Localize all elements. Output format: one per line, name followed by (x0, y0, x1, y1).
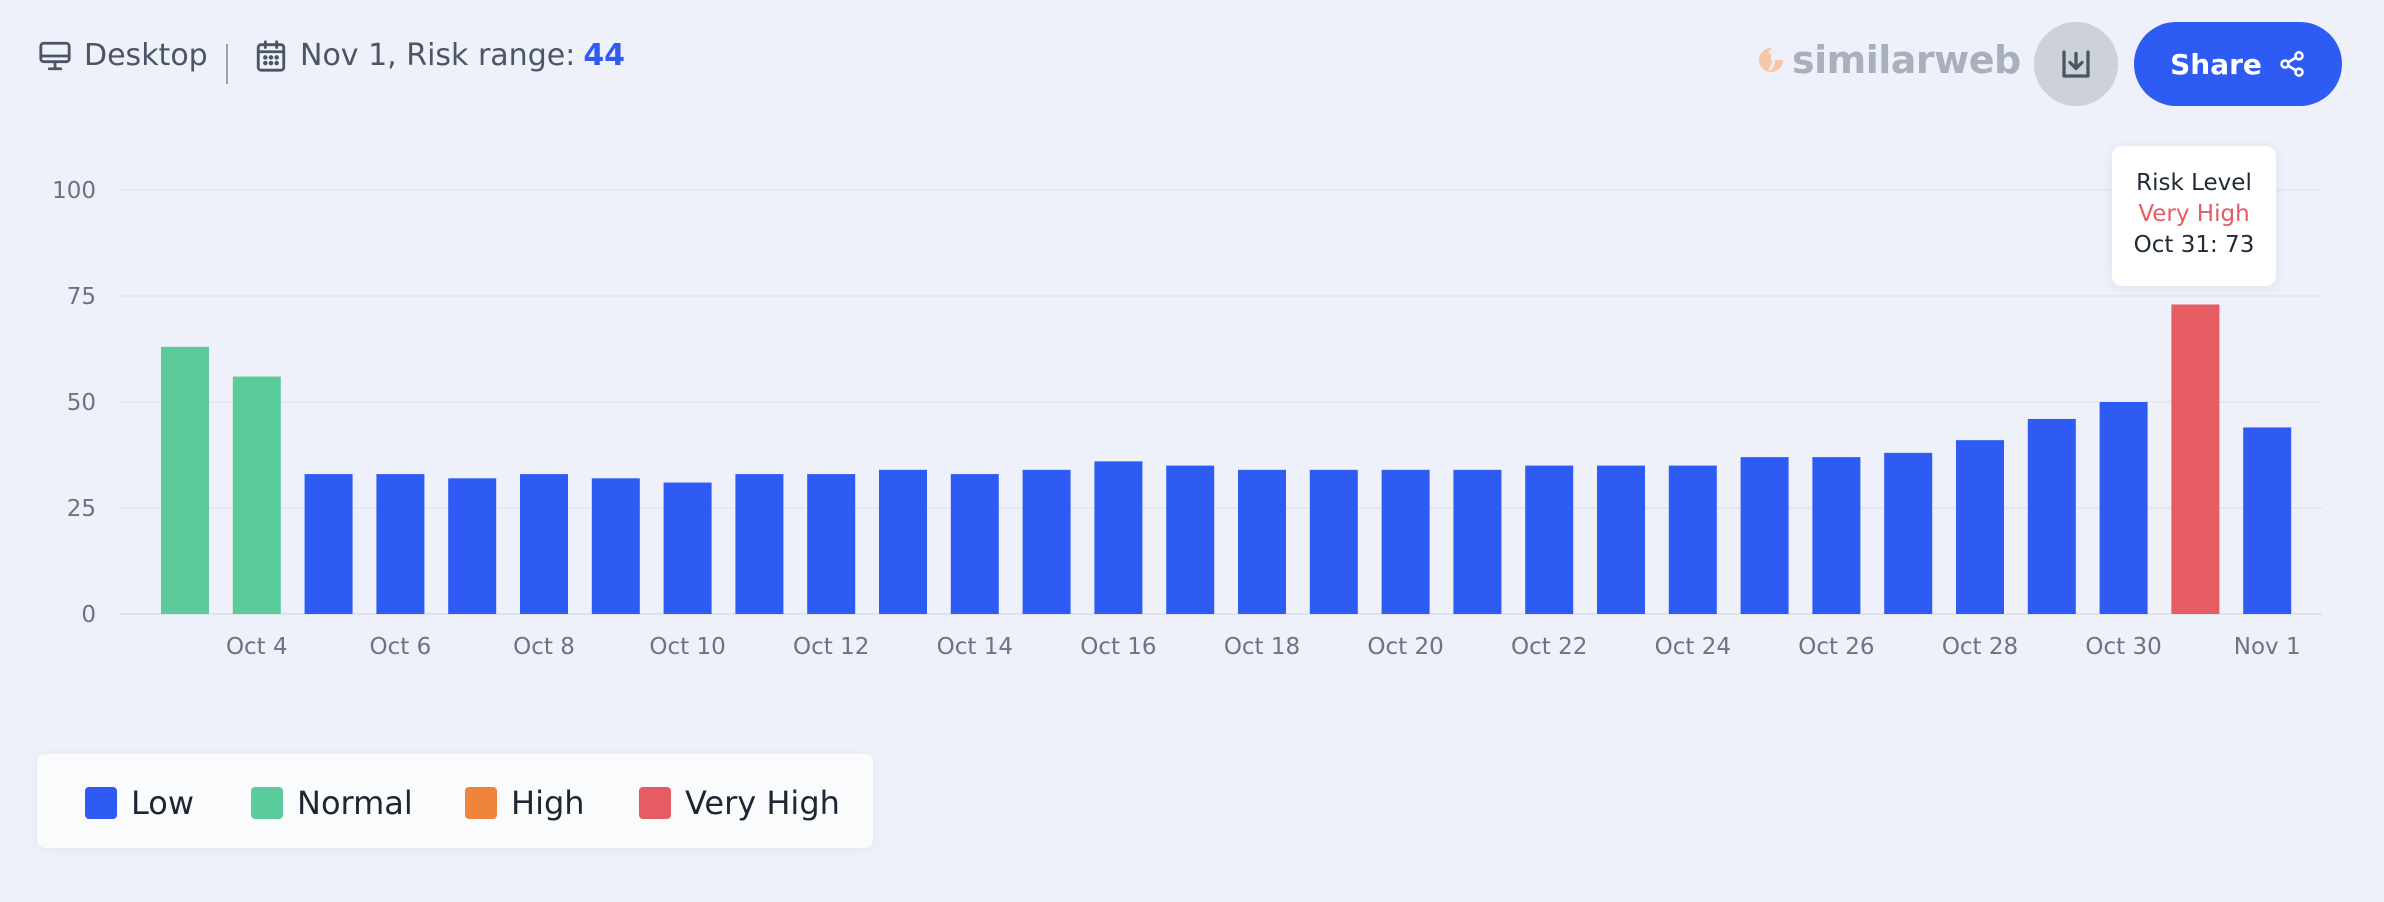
legend-label-high: High (511, 784, 585, 822)
legend-label-very-high: Very High (685, 784, 840, 822)
legend-swatch-very-high (639, 787, 671, 819)
bar[interactable] (663, 482, 712, 614)
legend-item-high[interactable]: High (465, 784, 585, 822)
x-tick-label: Oct 22 (1511, 634, 1587, 660)
y-axis: 0 25 50 75 100 (52, 178, 96, 628)
bar[interactable] (448, 478, 497, 614)
x-axis: Oct 4 Oct 6 Oct 8 Oct 10 Oct 12 Oct 14 Oct 16 O… (226, 634, 2301, 660)
legend-swatch-low (85, 787, 117, 819)
bar[interactable] (161, 346, 209, 614)
x-tick-label: Oct 28 (1942, 634, 2018, 660)
share-button[interactable]: Share (2134, 22, 2342, 106)
share-icon (2280, 51, 2304, 77)
brand-name: similarweb (1792, 38, 2021, 82)
bar[interactable] (304, 474, 353, 614)
tooltip-level: Very High (2138, 201, 2250, 227)
legend-item-very-high[interactable]: Very High (639, 784, 840, 822)
y-tick-label: 75 (67, 284, 96, 310)
bar[interactable] (1381, 469, 1430, 614)
bar[interactable] (950, 474, 999, 614)
x-tick-label: Oct 10 (649, 634, 725, 660)
legend-item-low[interactable]: Low (85, 784, 194, 822)
bar[interactable] (879, 469, 927, 614)
date-filter[interactable]: Nov 1, Risk range: 44 (254, 38, 625, 73)
x-tick-label: Oct 20 (1367, 634, 1443, 660)
desktop-icon (39, 41, 71, 70)
x-tick-label: Oct 18 (1224, 634, 1300, 660)
x-tick-label: Oct 26 (1798, 634, 1874, 660)
bar[interactable] (1812, 457, 1861, 614)
y-tick-label: 25 (67, 496, 96, 522)
legend-label-normal: Normal (297, 784, 413, 822)
x-tick-label: Oct 16 (1080, 634, 1156, 660)
download-button[interactable] (2034, 22, 2118, 106)
share-button-label: Share (2170, 47, 2262, 81)
bar[interactable] (1740, 457, 1789, 614)
bar[interactable] (807, 474, 856, 614)
x-tick-label: Oct 24 (1655, 634, 1731, 660)
bar[interactable] (2099, 402, 2148, 614)
bar[interactable] (1166, 465, 1215, 614)
bar[interactable] (376, 474, 425, 614)
bar[interactable] (1022, 469, 1071, 614)
bar[interactable] (735, 474, 784, 614)
tooltip-title: Risk Level (2136, 170, 2252, 196)
bar[interactable] (1309, 469, 1358, 614)
chart-legend: Low Normal High Very High (37, 754, 873, 848)
date-range-label: Nov 1, Risk range: (300, 38, 576, 73)
device-filter[interactable]: Desktop (38, 38, 208, 73)
x-tick-label: Oct 14 (937, 634, 1013, 660)
legend-swatch-normal (251, 787, 283, 819)
bar[interactable] (1668, 465, 1717, 614)
bar[interactable] (591, 478, 640, 614)
y-tick-label: 50 (67, 390, 96, 416)
bar[interactable] (1525, 465, 1574, 614)
bar[interactable] (1094, 461, 1143, 614)
download-icon (2062, 50, 2090, 78)
calendar-icon (256, 39, 286, 72)
chart-bars (161, 304, 2292, 614)
bar[interactable] (1884, 452, 1933, 614)
y-tick-label: 100 (52, 178, 96, 204)
x-tick-label: Oct 6 (370, 634, 432, 660)
y-tick-label: 0 (81, 602, 96, 628)
x-tick-label: Nov 1 (2234, 634, 2301, 660)
device-label: Desktop (84, 38, 208, 73)
bar[interactable] (1453, 469, 1502, 614)
x-tick-label: Oct 30 (2085, 634, 2161, 660)
x-tick-label: Oct 4 (226, 634, 288, 660)
bar[interactable] (1238, 469, 1286, 614)
bar[interactable] (520, 474, 568, 614)
filter-divider (226, 44, 228, 84)
risk-range-value: 44 (583, 38, 626, 73)
bar[interactable] (2243, 427, 2292, 614)
bar[interactable] (2171, 304, 2220, 614)
x-tick-label: Oct 8 (513, 634, 575, 660)
bar[interactable] (2027, 418, 2076, 614)
legend-item-normal[interactable]: Normal (251, 784, 413, 822)
legend-swatch-high (465, 787, 497, 819)
bar[interactable] (232, 376, 281, 614)
tooltip-value: Oct 31: 73 (2133, 232, 2255, 258)
x-tick-label: Oct 12 (793, 634, 869, 660)
legend-label-low: Low (131, 784, 195, 822)
similarweb-logo-icon (1759, 48, 1783, 72)
risk-tooltip: Risk Level Very High Oct 31: 73 (2112, 146, 2276, 286)
bar[interactable] (1956, 440, 2004, 614)
bar[interactable] (1597, 465, 1645, 614)
similarweb-logo: similarweb (1756, 38, 2021, 82)
toolbar: Desktop Nov 1, Risk range: 44 similarweb (0, 0, 2384, 130)
